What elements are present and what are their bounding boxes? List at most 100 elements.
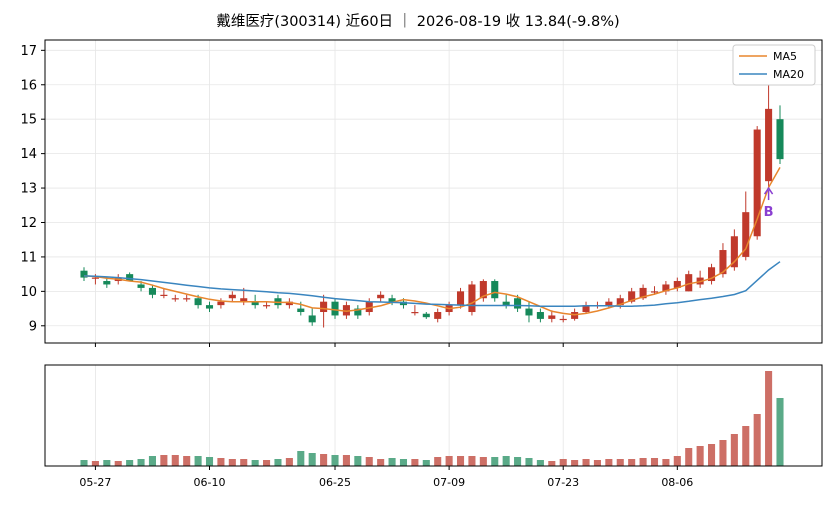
volume-bar <box>582 459 590 466</box>
ma20-line <box>83 261 781 307</box>
candle-body <box>708 267 716 282</box>
volume-bar <box>628 459 636 466</box>
volume-bar <box>263 460 271 466</box>
volume-bar <box>160 455 168 466</box>
volume-bar <box>354 456 362 466</box>
volume-bar <box>126 460 134 466</box>
volume-bar <box>114 461 122 466</box>
candle-body <box>628 291 636 302</box>
price-plot-frame <box>44 39 823 344</box>
candle-body <box>491 281 499 299</box>
volume-bar <box>148 456 156 466</box>
candle-body <box>137 284 145 288</box>
volume-bar <box>548 461 556 466</box>
volume-bar <box>91 461 99 466</box>
x-tick-label: 08-06 <box>661 476 693 489</box>
volume-bar <box>753 414 761 466</box>
volume-bar <box>80 460 88 466</box>
volume-bar <box>103 460 111 466</box>
volume-bar <box>399 459 408 466</box>
volume-bar <box>274 459 282 466</box>
y-tick-label: 13 <box>20 182 37 197</box>
volume-bar <box>365 457 373 466</box>
candle-body <box>217 301 225 306</box>
volume-bar <box>137 459 145 466</box>
volume-bar <box>571 460 579 466</box>
candle-body <box>91 277 99 279</box>
candle-body <box>194 298 202 306</box>
volume-bar <box>479 457 487 466</box>
candle-body <box>160 294 168 296</box>
candle-body <box>171 298 179 300</box>
volume-bar <box>525 458 533 466</box>
candle-body <box>148 287 156 295</box>
candle-body <box>662 284 670 292</box>
candle-body <box>251 301 259 306</box>
volume-bar <box>377 459 385 466</box>
candle-body <box>650 291 659 293</box>
volume-bar <box>228 459 236 466</box>
legend-ma5-label: MA5 <box>773 50 797 63</box>
legend-box <box>732 44 816 86</box>
volume-bar <box>502 456 510 466</box>
volume-bar <box>468 456 476 466</box>
volume-bar <box>240 459 248 466</box>
candle-body <box>320 301 328 313</box>
volume-bar <box>673 456 681 466</box>
candle-body <box>605 301 613 306</box>
candle-body <box>411 312 419 314</box>
candle-body <box>742 212 750 257</box>
volume-bar <box>205 457 214 466</box>
volume-bar <box>719 440 727 466</box>
candle-body <box>719 250 727 275</box>
candle-body <box>479 281 487 299</box>
volume-bar <box>411 459 419 466</box>
volume-bar <box>285 458 293 466</box>
candle-body <box>639 287 647 299</box>
volume-bar <box>342 455 350 466</box>
volume-panel: 05-27 06-10 06-25 07-09 07-23 08-06 <box>44 364 823 489</box>
candle-body <box>673 281 681 288</box>
candle-body <box>388 298 396 302</box>
candle-body <box>685 274 693 292</box>
candle-body <box>536 312 544 319</box>
volume-bar <box>491 457 499 466</box>
candle-body <box>80 270 88 278</box>
volume-bar <box>194 456 202 466</box>
y-tick-label: 11 <box>20 250 37 265</box>
y-tick-label: 10 <box>20 285 37 300</box>
volume-bar <box>593 460 601 466</box>
volume-bar <box>217 458 225 466</box>
volume-bar <box>616 459 624 466</box>
candle-body <box>502 301 510 306</box>
volume-bar <box>765 371 773 466</box>
ma5-line <box>83 167 781 316</box>
volume-bar <box>422 460 430 466</box>
chart-title: 戴维医疗(300314) 近60日 ｜ 2026-08-19 收 13.84(-… <box>216 14 620 30</box>
candle-body <box>616 298 624 306</box>
candle-body <box>525 308 533 316</box>
candle-body <box>753 129 761 237</box>
candle-body <box>308 315 316 323</box>
volume-bar <box>662 459 670 466</box>
candle-body <box>582 305 590 313</box>
volume-bar <box>297 451 305 466</box>
y-tick-label: 17 <box>20 44 37 59</box>
volume-bar <box>685 448 693 466</box>
candle-body <box>183 298 191 300</box>
candle-body <box>776 119 784 160</box>
y-tick-label: 12 <box>20 216 37 231</box>
candle-body <box>422 313 430 318</box>
candle-body <box>548 315 556 319</box>
buy-marker-label: B <box>764 205 774 220</box>
candle-body <box>205 305 214 309</box>
volume-bar <box>742 426 750 466</box>
volume-bar <box>331 455 339 466</box>
candle-body <box>342 305 350 316</box>
candle-body <box>456 291 465 306</box>
volume-bar <box>650 458 659 466</box>
volume-bar <box>536 460 544 466</box>
candle-body <box>331 301 339 316</box>
candle-body <box>559 318 567 321</box>
